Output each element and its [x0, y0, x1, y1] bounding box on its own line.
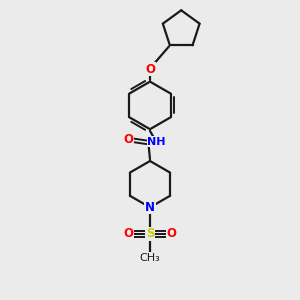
Text: O: O: [145, 63, 155, 76]
Text: CH₃: CH₃: [140, 253, 160, 262]
Text: N: N: [145, 201, 155, 214]
Text: O: O: [167, 227, 176, 240]
Text: S: S: [146, 227, 154, 240]
Text: NH: NH: [147, 137, 166, 147]
Text: O: O: [123, 133, 133, 146]
Text: O: O: [124, 227, 134, 240]
